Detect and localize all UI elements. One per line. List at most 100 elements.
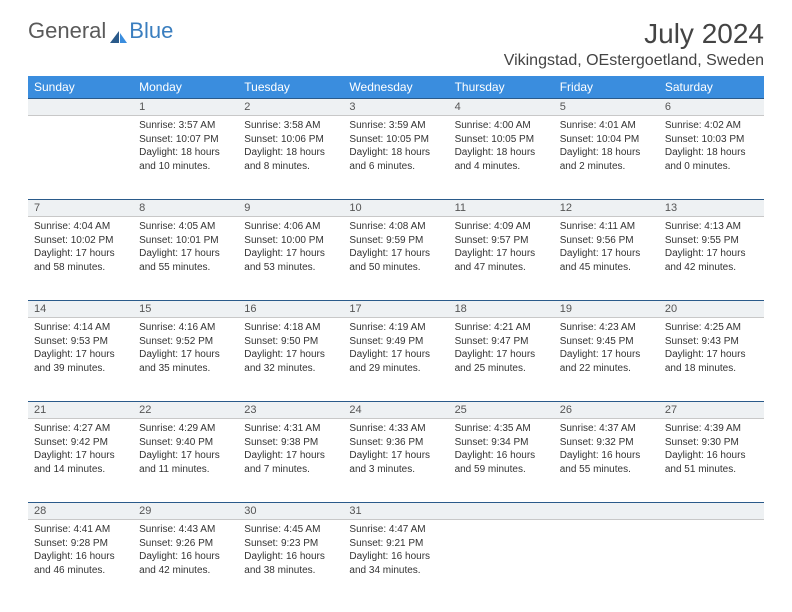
day-content-cell: Sunrise: 3:58 AMSunset: 10:06 PMDaylight… <box>238 116 343 200</box>
day-sunrise-text: Sunrise: 4:06 AM <box>244 220 337 234</box>
day-day2-text: and 29 minutes. <box>349 362 442 376</box>
sail-icon <box>108 24 128 38</box>
day-number-cell: 28 <box>28 503 133 520</box>
header: General Blue July 2024 Vikingstad, OEste… <box>28 18 764 70</box>
logo: General Blue <box>28 18 173 44</box>
day-sunset-text: Sunset: 9:26 PM <box>139 537 232 551</box>
day-day1-text: Daylight: 17 hours <box>349 449 442 463</box>
day-sunrise-text: Sunrise: 3:58 AM <box>244 119 337 133</box>
day-number-cell: 5 <box>554 99 659 116</box>
day-number-cell: 20 <box>659 301 764 318</box>
day-content-cell: Sunrise: 4:29 AMSunset: 9:40 PMDaylight:… <box>133 419 238 503</box>
day-day1-text: Daylight: 16 hours <box>139 550 232 564</box>
location-text: Vikingstad, OEstergoetland, Sweden <box>504 52 764 70</box>
day-sunrise-text: Sunrise: 4:33 AM <box>349 422 442 436</box>
day-sunrise-text: Sunrise: 4:39 AM <box>665 422 758 436</box>
day-sunrise-text: Sunrise: 4:43 AM <box>139 523 232 537</box>
day-sunrise-text: Sunrise: 4:41 AM <box>34 523 127 537</box>
day-day1-text: Daylight: 18 hours <box>455 146 548 160</box>
day-number-cell: 27 <box>659 402 764 419</box>
day-number-cell <box>659 503 764 520</box>
day-number-row: 14151617181920 <box>28 301 764 318</box>
day-day2-text: and 7 minutes. <box>244 463 337 477</box>
day-day2-text: and 58 minutes. <box>34 261 127 275</box>
day-sunrise-text: Sunrise: 4:27 AM <box>34 422 127 436</box>
day-number-cell: 10 <box>343 200 448 217</box>
day-content-cell: Sunrise: 4:23 AMSunset: 9:45 PMDaylight:… <box>554 318 659 402</box>
calendar-table: Sunday Monday Tuesday Wednesday Thursday… <box>28 76 764 604</box>
day-content-cell <box>554 520 659 604</box>
day-day1-text: Daylight: 17 hours <box>139 449 232 463</box>
day-sunset-text: Sunset: 10:03 PM <box>665 133 758 147</box>
page-title: July 2024 <box>504 18 764 50</box>
day-content-cell: Sunrise: 4:13 AMSunset: 9:55 PMDaylight:… <box>659 217 764 301</box>
day-number-cell <box>449 503 554 520</box>
day-content-cell: Sunrise: 4:08 AMSunset: 9:59 PMDaylight:… <box>343 217 448 301</box>
day-content-cell <box>449 520 554 604</box>
day-number-cell: 30 <box>238 503 343 520</box>
day-sunset-text: Sunset: 10:02 PM <box>34 234 127 248</box>
day-sunset-text: Sunset: 10:07 PM <box>139 133 232 147</box>
day-day1-text: Daylight: 17 hours <box>34 247 127 261</box>
day-content-cell: Sunrise: 4:33 AMSunset: 9:36 PMDaylight:… <box>343 419 448 503</box>
day-day1-text: Daylight: 17 hours <box>560 247 653 261</box>
day-number-cell: 9 <box>238 200 343 217</box>
day-number-cell: 4 <box>449 99 554 116</box>
day-content-row: Sunrise: 4:04 AMSunset: 10:02 PMDaylight… <box>28 217 764 301</box>
day-day1-text: Daylight: 18 hours <box>139 146 232 160</box>
day-day1-text: Daylight: 17 hours <box>349 348 442 362</box>
day-content-cell: Sunrise: 4:14 AMSunset: 9:53 PMDaylight:… <box>28 318 133 402</box>
day-number-cell: 3 <box>343 99 448 116</box>
day-day1-text: Daylight: 16 hours <box>34 550 127 564</box>
day-day2-text: and 14 minutes. <box>34 463 127 477</box>
day-day2-text: and 2 minutes. <box>560 160 653 174</box>
logo-text-general: General <box>28 18 106 44</box>
day-day1-text: Daylight: 16 hours <box>244 550 337 564</box>
day-sunrise-text: Sunrise: 4:01 AM <box>560 119 653 133</box>
day-day2-text: and 32 minutes. <box>244 362 337 376</box>
day-sunset-text: Sunset: 10:06 PM <box>244 133 337 147</box>
day-content-cell: Sunrise: 4:21 AMSunset: 9:47 PMDaylight:… <box>449 318 554 402</box>
day-content-cell: Sunrise: 4:04 AMSunset: 10:02 PMDaylight… <box>28 217 133 301</box>
weekday-header: Friday <box>554 76 659 99</box>
day-content-cell: Sunrise: 4:19 AMSunset: 9:49 PMDaylight:… <box>343 318 448 402</box>
day-number-row: 78910111213 <box>28 200 764 217</box>
day-sunset-text: Sunset: 9:21 PM <box>349 537 442 551</box>
day-day2-text: and 34 minutes. <box>349 564 442 578</box>
day-sunrise-text: Sunrise: 4:08 AM <box>349 220 442 234</box>
day-day1-text: Daylight: 18 hours <box>665 146 758 160</box>
day-number-cell: 19 <box>554 301 659 318</box>
day-day1-text: Daylight: 17 hours <box>665 348 758 362</box>
day-day2-text: and 38 minutes. <box>244 564 337 578</box>
day-number-cell: 6 <box>659 99 764 116</box>
day-sunrise-text: Sunrise: 4:29 AM <box>139 422 232 436</box>
day-number-cell: 1 <box>133 99 238 116</box>
day-day1-text: Daylight: 17 hours <box>34 348 127 362</box>
day-day2-text: and 3 minutes. <box>349 463 442 477</box>
day-sunset-text: Sunset: 10:05 PM <box>455 133 548 147</box>
day-number-cell: 23 <box>238 402 343 419</box>
day-sunrise-text: Sunrise: 4:47 AM <box>349 523 442 537</box>
day-sunset-text: Sunset: 10:01 PM <box>139 234 232 248</box>
day-content-cell: Sunrise: 4:11 AMSunset: 9:56 PMDaylight:… <box>554 217 659 301</box>
day-day2-text: and 42 minutes. <box>139 564 232 578</box>
weekday-header: Tuesday <box>238 76 343 99</box>
weekday-header: Saturday <box>659 76 764 99</box>
day-sunrise-text: Sunrise: 3:59 AM <box>349 119 442 133</box>
day-day1-text: Daylight: 17 hours <box>455 247 548 261</box>
day-content-row: Sunrise: 4:14 AMSunset: 9:53 PMDaylight:… <box>28 318 764 402</box>
day-content-row: Sunrise: 3:57 AMSunset: 10:07 PMDaylight… <box>28 116 764 200</box>
day-sunset-text: Sunset: 10:00 PM <box>244 234 337 248</box>
day-content-cell: Sunrise: 4:31 AMSunset: 9:38 PMDaylight:… <box>238 419 343 503</box>
day-sunset-text: Sunset: 9:34 PM <box>455 436 548 450</box>
weekday-header: Sunday <box>28 76 133 99</box>
day-sunrise-text: Sunrise: 4:00 AM <box>455 119 548 133</box>
day-day1-text: Daylight: 16 hours <box>665 449 758 463</box>
day-day2-text: and 25 minutes. <box>455 362 548 376</box>
day-day2-text: and 45 minutes. <box>560 261 653 275</box>
day-number-row: 123456 <box>28 99 764 116</box>
day-day2-text: and 59 minutes. <box>455 463 548 477</box>
day-sunset-text: Sunset: 9:40 PM <box>139 436 232 450</box>
day-content-cell: Sunrise: 4:09 AMSunset: 9:57 PMDaylight:… <box>449 217 554 301</box>
title-block: July 2024 Vikingstad, OEstergoetland, Sw… <box>504 18 764 70</box>
